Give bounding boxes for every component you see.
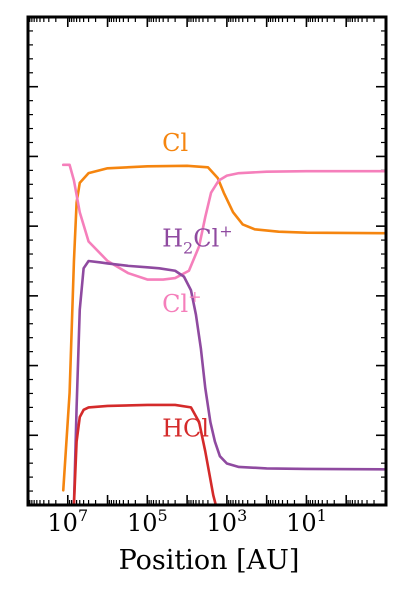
series-line-3: [72, 403, 218, 505]
series-labels: Cl Cl+ H2Cl+ HCl: [162, 129, 233, 442]
plot-frame: [26, 15, 388, 507]
x-tick-label: 103: [207, 506, 248, 537]
series-label-0: Cl: [162, 129, 188, 157]
x-tick-label: 101: [286, 506, 327, 537]
series-label-1: Cl+: [162, 287, 201, 318]
series-label-3: HCl: [162, 415, 209, 443]
x-axis-label: Position [AU]: [119, 545, 300, 576]
series-lines: [61, 163, 386, 505]
series-line-2: [72, 259, 386, 505]
x-tick-label: 105: [127, 506, 168, 537]
x-tick-labels: 107 105 103 101: [47, 506, 326, 537]
series-line-0: [61, 164, 386, 492]
x-tick-label: 107: [47, 506, 88, 537]
series-label-2: H2Cl+: [162, 221, 233, 257]
